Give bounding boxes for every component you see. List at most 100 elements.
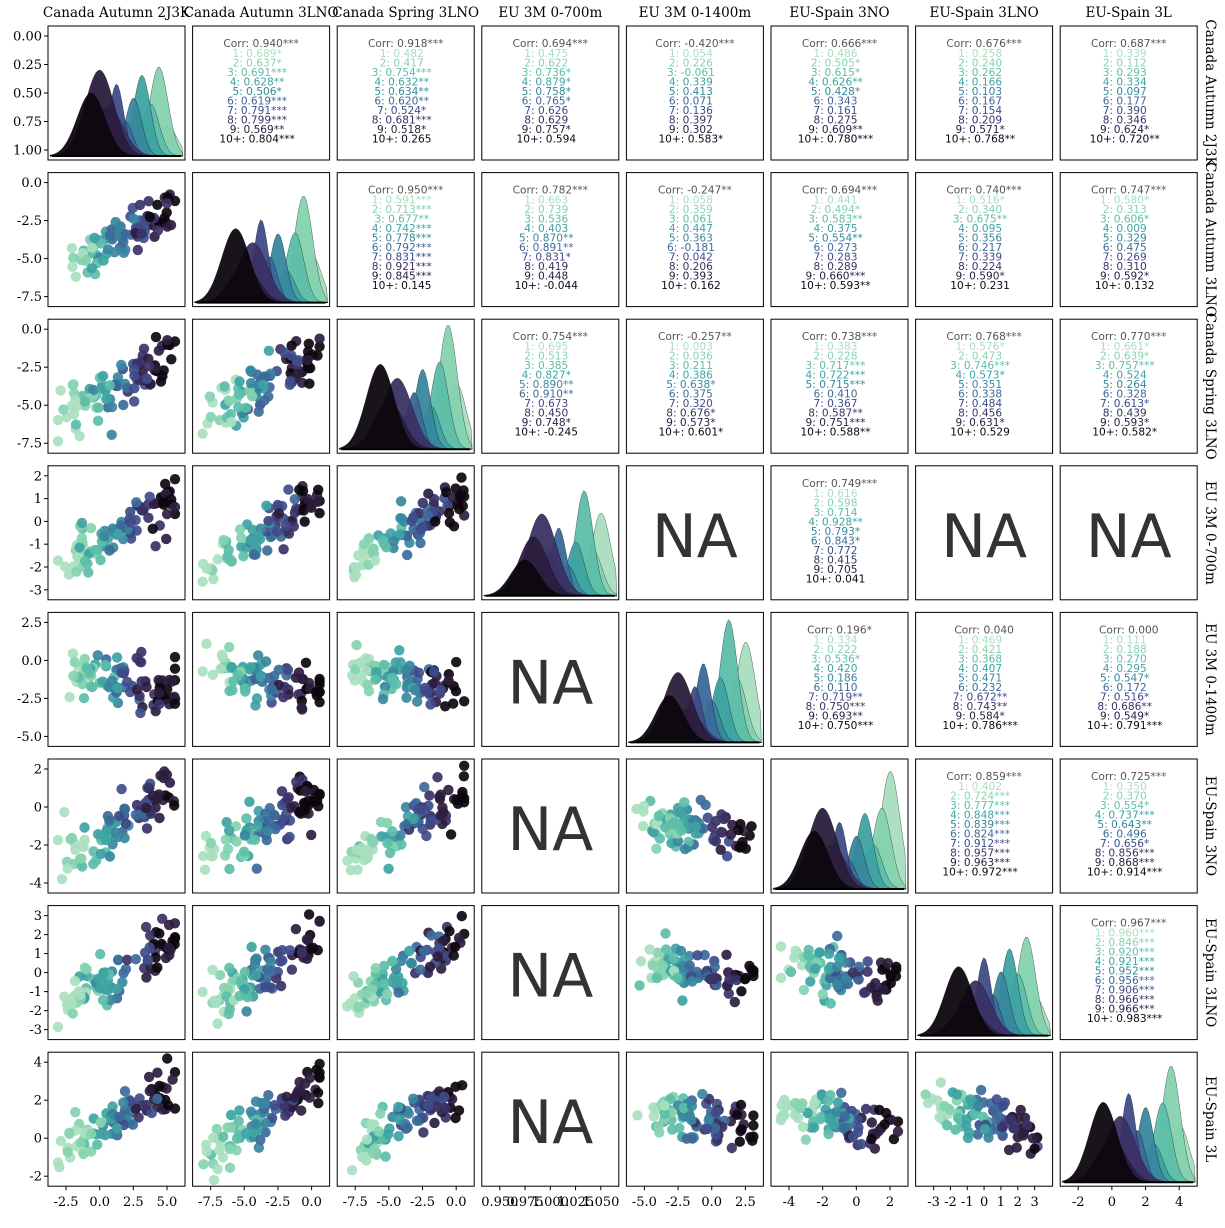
scatter-point-age-5 [406, 957, 417, 969]
scatter-point-age-2 [211, 1123, 222, 1135]
scatter-point-age-1 [775, 1115, 787, 1126]
scatter-point-age-9 [169, 501, 181, 513]
scatter-point-age-9 [882, 958, 894, 969]
y-tick-label: 0.0 [21, 176, 42, 191]
panel-r1-c2: Corr: 0.950***1: 0.591***2: 0.713***3: 0… [336, 172, 475, 308]
scatter-point-age-10+ [448, 521, 460, 532]
scatter-point-age-10+ [451, 656, 462, 668]
scatter-point-age-9 [290, 923, 302, 935]
scatter-point-age-6 [253, 406, 264, 417]
scatter-point-age-8 [432, 772, 443, 783]
scatter-point-age-10+ [458, 797, 470, 808]
corr-overall: Corr: 0.694*** [802, 185, 877, 197]
scatter-point-age-3 [238, 551, 249, 562]
scatter-point-age-9 [273, 508, 285, 519]
scatter-point-age-10+ [169, 474, 181, 485]
scatter-point-age-2 [370, 963, 381, 974]
panel-r1-c0 [47, 172, 186, 308]
scatter-point-age-5 [388, 536, 399, 547]
scatter-point-age-5 [99, 531, 110, 542]
panel-frame [915, 318, 1054, 454]
corr-age-3: 3: -0.061 [667, 67, 715, 79]
scatter-point-age-2 [79, 653, 91, 665]
scatter-point-age-9 [314, 916, 325, 927]
scatter-point-age-4 [965, 1094, 976, 1105]
scatter-point-age-4 [102, 826, 113, 837]
scatter-point-age-9 [163, 919, 175, 931]
panel-r3-c1 [192, 465, 331, 601]
scatter-point-age-8 [862, 966, 873, 977]
scatter-point-age-7 [433, 943, 445, 954]
scatter-point-age-2 [351, 639, 362, 651]
corr-age-10+: 10+: 0.231 [950, 280, 1010, 292]
scatter-point-age-10+ [747, 1135, 758, 1146]
scatter-point-age-8 [152, 225, 164, 236]
corr-age-5: 5: 0.643** [1097, 819, 1152, 831]
y-tick-label: -5.0 [17, 399, 42, 414]
scatter-point-age-5 [832, 979, 843, 991]
scatter-point-age-4 [677, 995, 688, 1006]
scatter-point-age-2 [71, 566, 82, 577]
scatter-point-age-4 [94, 982, 106, 994]
scatter-point-age-6 [426, 930, 437, 941]
scatter-point-age-1 [632, 1110, 643, 1121]
scatter-point-age-3 [233, 1115, 244, 1127]
scatter-point-age-1 [342, 1001, 353, 1012]
x-tick-label: 1 [997, 1195, 1005, 1210]
scatter-point-age-5 [250, 1118, 261, 1130]
corr-age-8: 8: 0.209 [958, 115, 1002, 127]
scatter-point-age-1 [644, 944, 655, 955]
corr-age-1: 1: 0.350 [1103, 781, 1147, 793]
scatter-point-age-6 [832, 930, 843, 942]
scatter-point-age-2 [220, 834, 231, 845]
corr-overall: Corr: 0.782*** [513, 185, 588, 197]
y-tick-label: -2 [29, 561, 42, 576]
scatter-point-age-10+ [161, 207, 172, 218]
scatter-point-age-10+ [443, 508, 455, 519]
scatter-point-age-4 [404, 945, 415, 957]
scatter-point-age-9 [296, 702, 307, 713]
y-tick-label: 1.00 [13, 144, 42, 159]
panel-r7-c6 [915, 1051, 1054, 1187]
scatter-point-age-10+ [144, 211, 156, 223]
corr-age-10+: 10+: 0.265 [372, 134, 432, 146]
scatter-point-age-8 [288, 521, 299, 532]
scatter-point-age-2 [85, 522, 97, 534]
scatter-point-age-4 [236, 541, 247, 552]
corr-age-3: 3: 0.675** [953, 214, 1008, 226]
scatter-point-age-1 [207, 850, 218, 862]
scatter-point-age-3 [219, 381, 230, 392]
scatter-point-age-9 [1003, 1144, 1015, 1156]
scatter-point-age-4 [111, 652, 123, 663]
corr-age-1: 1: 0.383 [813, 341, 857, 353]
corr-age-4: 4: 0.295 [1103, 663, 1147, 675]
scatter-point-age-9 [725, 829, 737, 840]
scatter-point-age-4 [823, 948, 835, 959]
scatter-point-age-10+ [746, 821, 757, 832]
scatter-point-age-4 [979, 1123, 990, 1135]
corr-age-8: 8: 0.587** [808, 408, 863, 420]
scatter-point-age-9 [153, 345, 164, 356]
panel-r7-c4 [625, 1051, 764, 1187]
corr-age-3: 3: 0.691*** [227, 67, 287, 79]
y-tick-label: 2 [34, 469, 42, 484]
scatter-point-age-10+ [454, 490, 466, 502]
scatter-point-age-4 [240, 1128, 252, 1139]
corr-age-2: 2: 0.370 [1103, 791, 1147, 803]
scatter-point-age-7 [269, 1100, 280, 1111]
scatter-point-age-8 [724, 974, 735, 985]
scatter-point-age-6 [709, 961, 720, 973]
x-tick-label: 2.5 [123, 1195, 144, 1210]
scatter-point-age-6 [402, 1122, 413, 1133]
scatter-point-age-1 [69, 975, 81, 987]
scatter-point-age-7 [120, 818, 132, 829]
corr-age-8: 8: 0.397 [669, 115, 713, 127]
scatter-point-age-4 [97, 370, 109, 382]
y-tick-label: -7.5 [17, 437, 42, 452]
panel-r7-c2 [336, 1051, 475, 1187]
scatter-point-age-1 [198, 851, 209, 862]
row-header: EU 3M 0-700m [1202, 481, 1218, 585]
scatter-point-age-9 [163, 942, 174, 953]
scatter-point-age-7 [141, 373, 153, 384]
scatter-point-age-10+ [731, 1109, 743, 1121]
